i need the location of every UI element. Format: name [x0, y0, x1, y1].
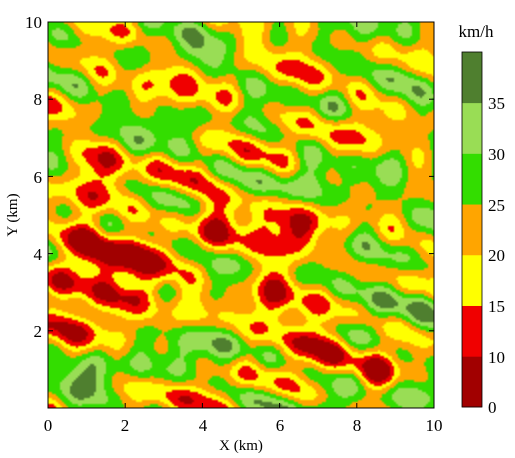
colorbar-tick-label: 0 — [488, 398, 497, 417]
colorbar-tick-label: 20 — [488, 246, 505, 265]
colorbar-tick-label: 10 — [488, 348, 505, 367]
y-tick-labels: 2 4 6 8 10 — [25, 13, 43, 341]
colorbar-unit-label: km/h — [459, 22, 494, 41]
colorbar-frame — [461, 51, 483, 408]
colorbar-bin — [462, 356, 482, 408]
x-tick-label: 0 — [44, 416, 53, 435]
y-tick-label: 8 — [34, 90, 43, 109]
colorbar-tick-labels: 0 10 15 20 25 30 35 — [488, 94, 505, 417]
y-tick-label: 2 — [34, 322, 43, 341]
colorbar-bin — [462, 254, 482, 306]
x-tick-labels: 0 2 4 6 8 10 — [44, 416, 443, 435]
colorbar: 0 10 15 20 25 30 35 km/h — [459, 22, 505, 417]
colorbar-tick-label: 30 — [488, 145, 505, 164]
y-tick-label: 4 — [34, 245, 43, 264]
colorbar-bin — [462, 204, 482, 256]
colorbar-bins — [462, 52, 482, 408]
x-tick-label: 2 — [121, 416, 130, 435]
y-axis-label: Y (km) — [5, 193, 21, 236]
x-axis-label: X (km) — [219, 438, 263, 454]
plot-frame — [47, 21, 435, 409]
plot-area — [47, 21, 435, 409]
heatmap-field — [48, 22, 434, 408]
y-tick-label: 10 — [25, 13, 42, 32]
x-tick-label: 4 — [199, 416, 208, 435]
colorbar-tick-label: 35 — [488, 94, 505, 113]
colorbar-tick-label: 15 — [488, 297, 505, 316]
y-tick-label: 6 — [34, 168, 43, 187]
y-axis: 2 4 6 8 10 Y (km) — [5, 13, 434, 409]
x-tick-label: 10 — [426, 416, 443, 435]
colorbar-bin — [462, 305, 482, 357]
x-tick-label: 6 — [276, 416, 285, 435]
colorbar-bin — [462, 52, 482, 104]
x-axis: 0 2 4 6 8 10 X (km) — [44, 22, 443, 454]
colorbar-bin — [462, 153, 482, 205]
x-tick-label: 8 — [353, 416, 362, 435]
colorbar-bin — [462, 102, 482, 154]
colorbar-tick-label: 25 — [488, 196, 505, 215]
